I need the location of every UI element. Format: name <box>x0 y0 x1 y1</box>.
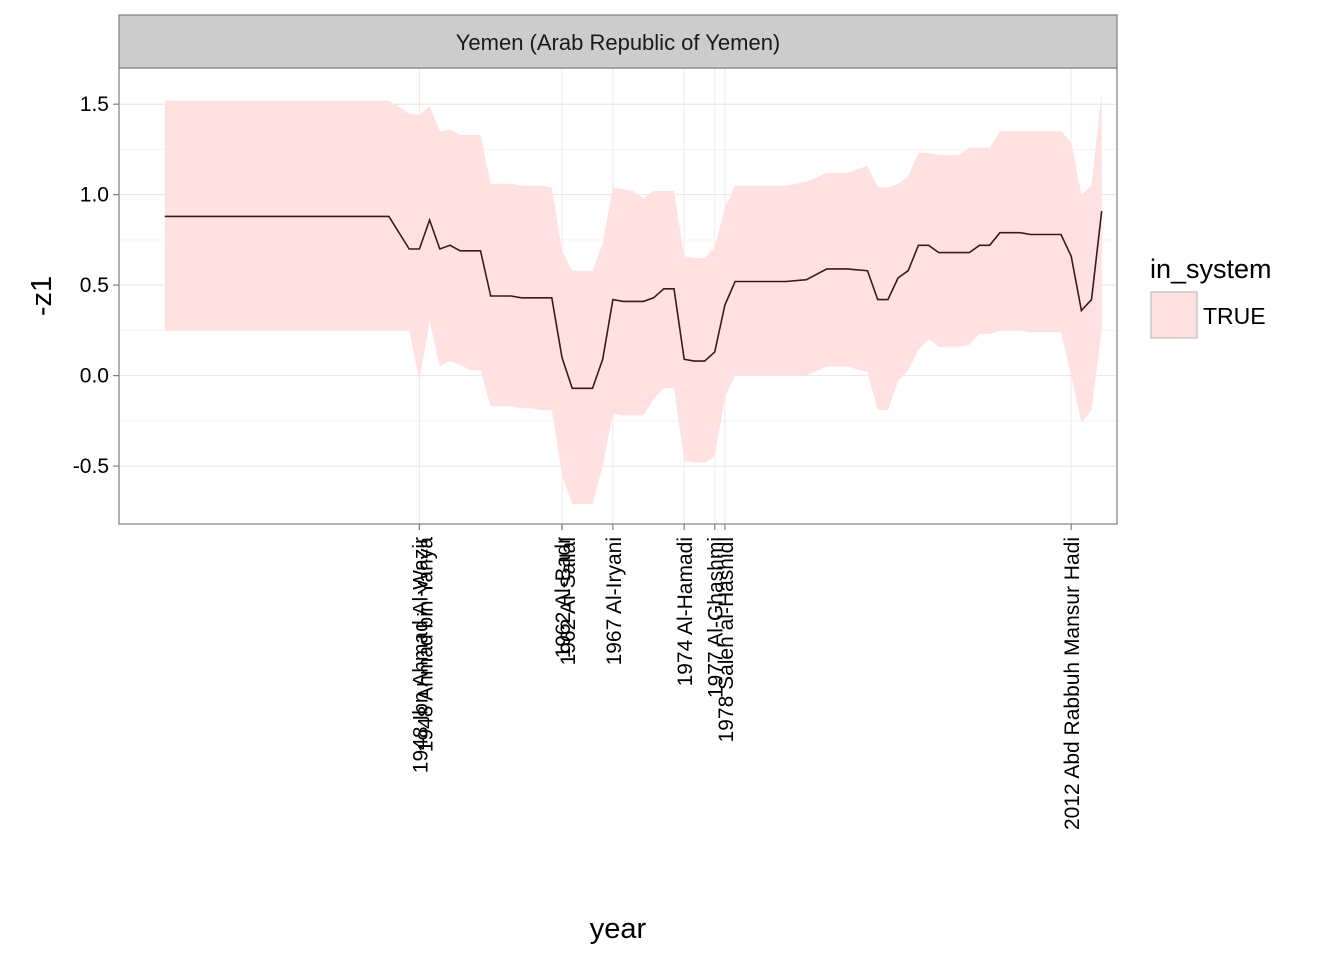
x-tick-label: 1948 Ibn Ahmad Al-Wazir <box>409 537 432 773</box>
z1-series-line <box>164 210 1103 390</box>
y-tick-label: 1.0 <box>80 184 109 207</box>
y-tick-label: 1.5 <box>80 93 109 116</box>
legend-label-true: TRUE <box>1203 303 1266 329</box>
confidence-ribbon <box>164 91 1102 505</box>
x-tick-label: 1962 Al-Sallal <box>557 537 580 665</box>
legend: in_system TRUE <box>1150 254 1272 339</box>
x-axis-title: year <box>590 913 647 945</box>
x-tick-label: 1977 Al-Ghashmi <box>705 537 728 698</box>
y-axis-title: -z1 <box>26 276 58 316</box>
x-tick-label: 1948 Ahmad bin Yahya <box>414 537 437 753</box>
x-tick-label: 1978 Saleh al-Hashidi <box>715 537 738 742</box>
facet-title: Yemen (Arab Republic of Yemen) <box>456 30 781 55</box>
x-tick-label: 2012 Abd Rabbuh Mansur Hadi <box>1061 537 1084 830</box>
y-tick-label: 0.0 <box>80 365 109 388</box>
x-tick-label: 1962 Al-Badr <box>552 537 575 658</box>
y-tick-label: -0.5 <box>73 455 109 478</box>
x-tick-label: 1974 Al-Hamadi <box>674 537 697 686</box>
y-axis: -0.5 0.0 0.5 1.0 1.5 <box>73 93 119 478</box>
x-tick-label: 1967 Al-Iryani <box>603 537 626 665</box>
legend-title: in_system <box>1150 254 1272 284</box>
legend-key-true <box>1150 291 1198 339</box>
y-tick-label: 0.5 <box>80 274 109 297</box>
facet-strip <box>118 14 1118 69</box>
